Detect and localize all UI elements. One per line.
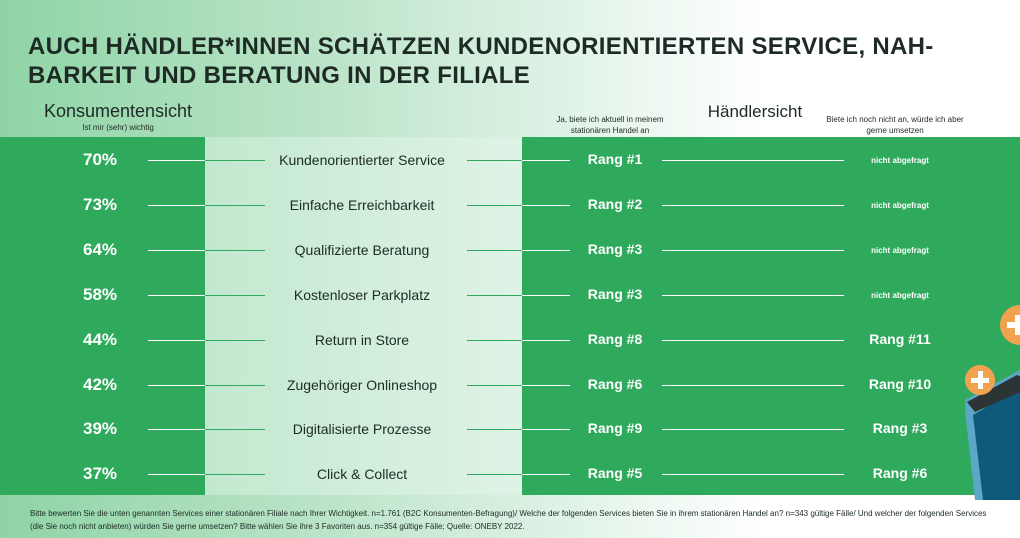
connector-line (662, 160, 844, 161)
service-label: Zugehöriger Onlineshop (286, 376, 438, 393)
page-title: AUCH HÄNDLER*INNEN SCHÄTZEN KUNDENORIENT… (28, 33, 934, 89)
retailer-header: Händlersicht (707, 102, 803, 121)
rank-current: Rang #5 (587, 465, 643, 482)
table-row: 73% Einfache Erreichbarkeit Rang #2 nich… (0, 195, 1020, 215)
service-label: Kostenloser Parkplatz (293, 286, 431, 303)
consumer-percentage: 44% (82, 329, 118, 349)
connector-line (467, 294, 522, 296)
connector-line (205, 249, 265, 251)
connector-line (205, 339, 265, 341)
connector-line (148, 249, 205, 251)
consumer-percentage: 73% (82, 194, 118, 214)
rank-future: nicht abgefragt (871, 245, 929, 255)
connector-line (148, 204, 205, 206)
table-row: 70% Kundenorientierter Service Rang #1 n… (0, 150, 1020, 170)
connector-line (662, 474, 844, 476)
connector-line (522, 384, 570, 386)
service-label: Einfache Erreichbarkeit (289, 196, 435, 213)
footnote: Bitte bewerten Sie die unten genannten S… (30, 509, 987, 531)
table-row: 64% Qualifizierte Beratung Rang #3 nicht… (0, 240, 1020, 260)
connector-line (148, 339, 205, 341)
shop-illustration (965, 305, 1020, 500)
rank-current: Rang #2 (587, 195, 643, 212)
rank-future: nicht abgefragt (871, 156, 929, 165)
connector-line (467, 204, 522, 206)
rank-current: Rang #3 (587, 285, 643, 302)
connector-line (148, 429, 205, 431)
rank-future: nicht abgefragt (871, 290, 929, 300)
table-row: 44% Return in Store Rang #8 Rang #11 (0, 330, 1020, 350)
table-row: 37% Click & Collect Rang #5 Rang #6 (0, 464, 1020, 484)
connector-line (148, 384, 205, 386)
connector-line (662, 294, 844, 296)
connector-line (467, 160, 522, 161)
connector-line (522, 294, 570, 296)
consumer-header: Konsumentensicht (43, 101, 193, 121)
table-row: 39% Digitalisierte Prozesse Rang #9 Rang… (0, 419, 1020, 439)
connector-line (205, 294, 265, 296)
connector-line (205, 429, 265, 431)
connector-line (522, 429, 570, 431)
rank-current: Rang #8 (587, 330, 643, 347)
connector-line (522, 249, 570, 251)
connector-line (205, 474, 265, 476)
consumer-percentage: 70% (82, 150, 118, 169)
connector-line (662, 339, 844, 341)
connector-line (205, 160, 265, 161)
retailer-right-subheader: Biete ich noch nicht an, würde ich aber … (826, 115, 964, 135)
rank-future: Rang #3 (872, 420, 928, 437)
consumer-percentage: 42% (82, 374, 118, 394)
connector-line (148, 474, 205, 476)
service-label: Qualifizierte Beratung (294, 241, 430, 258)
consumer-percentage: 39% (82, 419, 118, 439)
connector-line (467, 384, 522, 386)
connector-line (522, 160, 570, 161)
rank-future: Rang #6 (872, 465, 928, 482)
rank-future: nicht abgefragt (871, 200, 929, 210)
connector-line (467, 339, 522, 341)
connector-line (662, 204, 844, 206)
rank-future: Rang #11 (869, 330, 931, 347)
connector-line (522, 339, 570, 341)
consumer-percentage: 37% (82, 464, 118, 484)
connector-line (662, 249, 844, 251)
rank-future: Rang #10 (868, 375, 932, 392)
connector-line (467, 249, 522, 251)
service-label: Digitalisierte Prozesse (292, 421, 432, 438)
connector-line (205, 204, 265, 206)
connector-line (522, 204, 570, 206)
service-label: Return in Store (314, 331, 410, 348)
consumer-percentage: 64% (82, 239, 118, 259)
retailer-left-subheader: Ja, biete ich aktuell in meinem stationä… (556, 115, 664, 135)
connector-line (522, 474, 570, 476)
consumer-subheader: Ist mir (sehr) wichtig (82, 123, 154, 132)
table-row: 58% Kostenloser Parkplatz Rang #3 nicht … (0, 285, 1020, 305)
service-label: Click & Collect (316, 466, 408, 483)
connector-line (205, 384, 265, 386)
consumer-percentage: 58% (82, 284, 118, 304)
service-column (205, 137, 522, 495)
connector-line (148, 294, 205, 296)
connector-line (467, 429, 522, 431)
service-label: Kundenorientierter Service (279, 152, 445, 168)
rank-current: Rang #6 (587, 375, 643, 392)
connector-line (662, 429, 844, 431)
connector-line (467, 474, 522, 476)
connector-line (148, 160, 205, 161)
connector-line (662, 384, 844, 386)
rank-current: Rang #9 (587, 420, 643, 437)
table-row: 42% Zugehöriger Onlineshop Rang #6 Rang … (0, 375, 1020, 395)
rank-current: Rang #1 (587, 151, 643, 167)
rank-current: Rang #3 (587, 240, 643, 257)
